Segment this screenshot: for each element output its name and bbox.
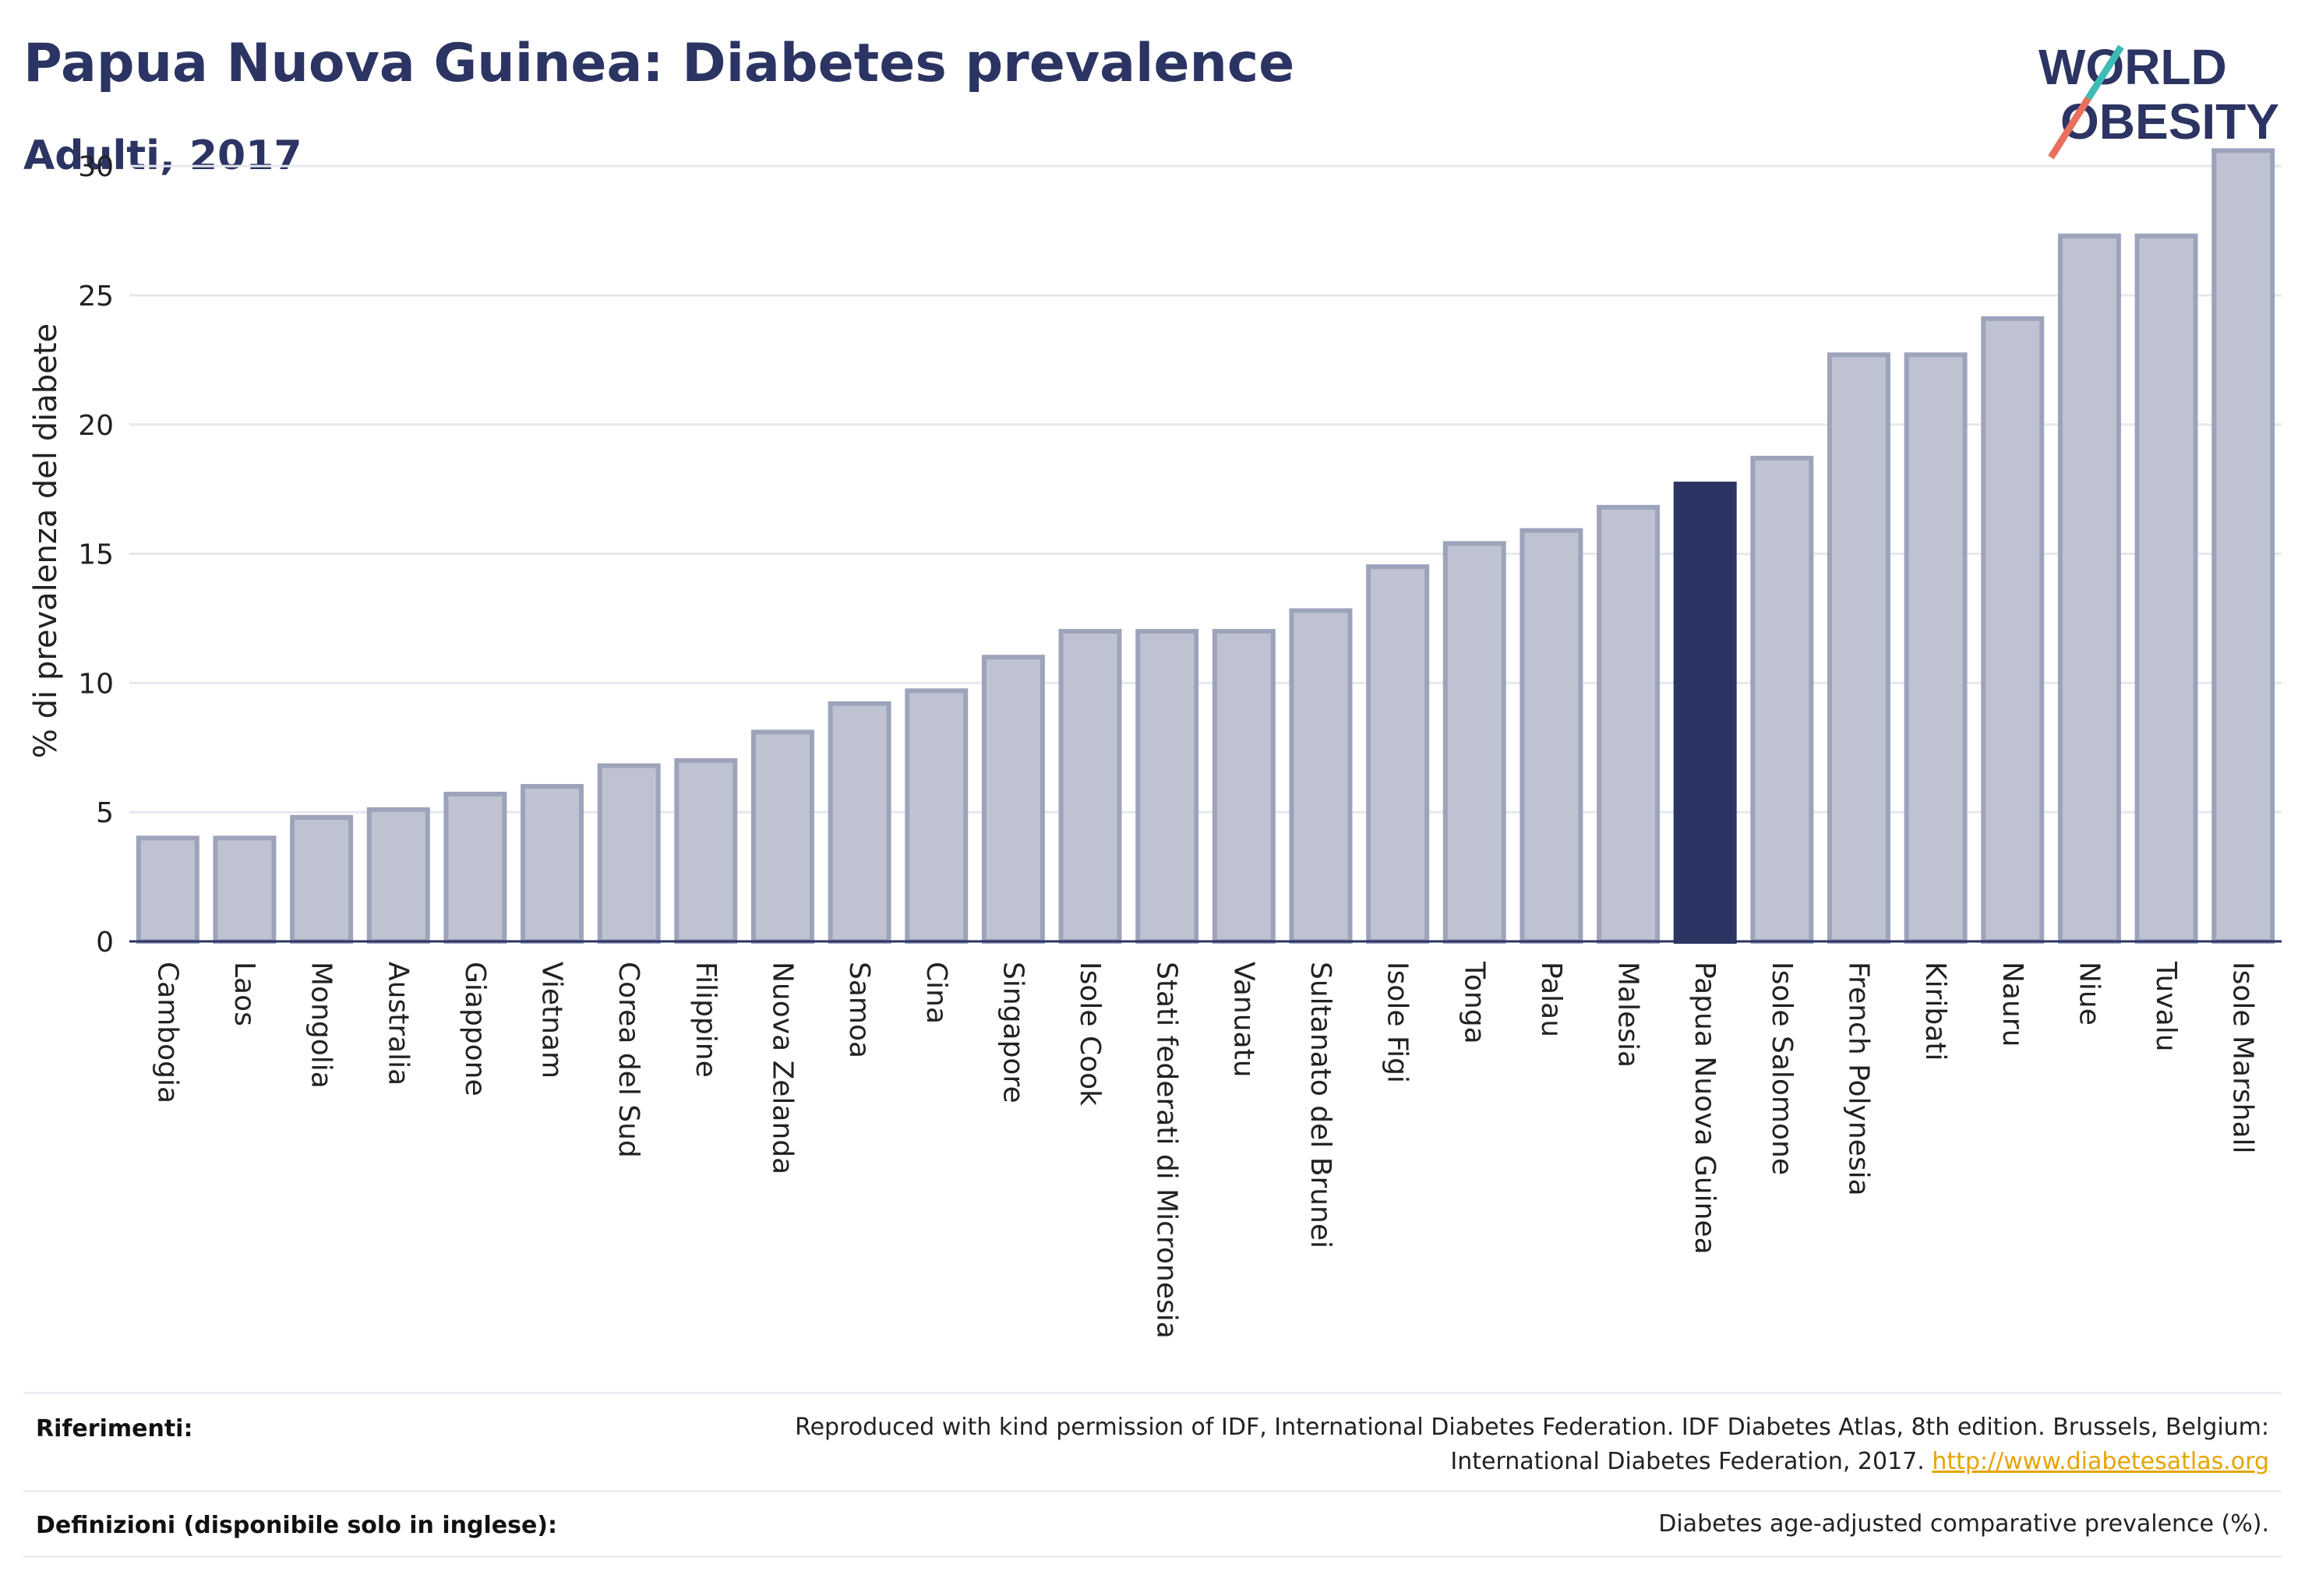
bar-singapore — [981, 655, 1045, 945]
bar-tonga — [1442, 541, 1506, 944]
y-tick-label: 15 — [78, 539, 114, 571]
x-tick-label: Stati federati di Micronesia — [1151, 962, 1183, 1339]
bar-cambogia — [136, 835, 199, 945]
definitions-text: Diabetes age-adjusted comparative preval… — [1658, 1510, 2269, 1538]
chart-subtitle: Adulti, 2017 — [23, 132, 302, 179]
y-tick-label: 20 — [78, 410, 114, 442]
bar-palau — [1520, 528, 1583, 944]
references-line1: Reproduced with kind permission of IDF, … — [795, 1414, 2269, 1441]
references-line2-wrap: International Diabetes Federation, 2017.… — [795, 1445, 2269, 1479]
x-tick-label: Corea del Sud — [612, 962, 644, 1158]
x-tick-label: Kiribati — [1919, 962, 1951, 1061]
y-tick-label: 5 — [96, 797, 114, 829]
logo-line2: OBESITY — [2060, 94, 2279, 150]
bar-australia — [366, 807, 430, 945]
bar-corea-del-sud — [597, 763, 661, 945]
bar-isole-salomone — [1750, 455, 1814, 944]
bar-kiribati — [1904, 352, 1968, 944]
references-line2: International Diabetes Federation, 2017. — [1450, 1448, 1925, 1475]
definitions-label: Definizioni (disponibile solo in inglese… — [36, 1512, 557, 1539]
bar-filippine — [674, 757, 738, 944]
x-tick-label: Nauru — [1996, 962, 2028, 1047]
y-tick-labels: 0 5 10 15 20 25 30 — [78, 151, 114, 959]
bar-vietnam — [521, 784, 584, 945]
bar-french-polynesia — [1827, 352, 1890, 944]
chart-title: Papua Nuova Guinea: Diabetes prevalence — [23, 33, 1295, 94]
world-obesity-logo: WORLD OBESITY — [2034, 23, 2291, 164]
bar-niue — [2057, 233, 2121, 944]
bar-isole-cook — [1058, 629, 1122, 944]
bar-vanuatu — [1212, 629, 1276, 944]
x-tick-label: Filippine — [690, 962, 722, 1078]
bar-cina — [905, 688, 969, 945]
x-tick-label: Mongolia — [305, 962, 337, 1089]
logo-line1: WORLD — [2038, 39, 2227, 95]
x-tick-label: Palau — [1535, 962, 1567, 1037]
x-tick-label: Isole Marshall — [2227, 962, 2259, 1154]
bar-nauru — [1981, 316, 2045, 944]
bar-samoa — [828, 701, 891, 944]
x-tick-label: Laos — [228, 962, 260, 1026]
x-tick-label: Isole Cook — [1074, 962, 1106, 1106]
y-tick-label: 25 — [78, 281, 114, 312]
x-tick-label: Malesia — [1612, 962, 1644, 1068]
x-tick-label: Giappone — [459, 962, 491, 1096]
x-tick-label: Vietnam — [536, 962, 568, 1079]
bar-giappone — [443, 791, 507, 944]
x-tick-label: Cina — [920, 962, 952, 1024]
x-tick-label: Nuova Zelanda — [766, 962, 798, 1174]
x-tick-label: Niue — [2073, 962, 2105, 1026]
references-text: Reproduced with kind permission of IDF, … — [795, 1411, 2269, 1479]
x-tick-label: Singapore — [997, 962, 1029, 1103]
logo-slash-teal — [2085, 44, 2124, 101]
x-tick-label: Isole Salomone — [1766, 962, 1798, 1175]
footer-divider-middle — [23, 1490, 2282, 1492]
bar-sultanato-del-brunei — [1289, 608, 1353, 944]
x-tick-label: Cambogia — [151, 962, 183, 1103]
bar-stati-federati-di-micronesia — [1135, 629, 1199, 944]
x-tick-label: French Polynesia — [1842, 962, 1874, 1196]
bar-chart: 0 5 10 15 20 25 30 Cambogia Laos Mongolia Austral… — [28, 148, 2282, 1339]
y-tick-label: 30 — [78, 151, 114, 183]
bar-papua-nuova-guinea — [1673, 482, 1737, 944]
x-tick-label: Vanuatu — [1227, 962, 1259, 1078]
bar-laos — [213, 835, 277, 945]
references-label: Riferimenti: — [36, 1415, 193, 1442]
bar-malesia — [1597, 504, 1661, 944]
bar-tuvalu — [2134, 233, 2198, 944]
logo-slash-red — [2048, 96, 2091, 160]
x-tick-label: Papua Nuova Guinea — [1689, 962, 1721, 1255]
references-link[interactable]: http://www.diabetesatlas.org — [1932, 1448, 2269, 1475]
footer-divider-bottom — [23, 1555, 2282, 1558]
y-axis-label: % di prevalenza del diabete — [28, 323, 64, 758]
x-tick-label: Tonga — [1458, 961, 1490, 1044]
x-tick-label: Australia — [382, 962, 414, 1086]
x-tick-labels: Cambogia Laos Mongolia Australia Giappone Vie… — [151, 961, 2258, 1339]
bars — [136, 148, 2275, 945]
bar-mongolia — [290, 814, 354, 944]
x-tick-label: Sultanato del Brunei — [1304, 962, 1336, 1248]
footer-divider-top — [23, 1392, 2282, 1394]
bar-isole-marshall — [2211, 148, 2275, 944]
x-tick-label: Tuvalu — [2150, 961, 2182, 1052]
bar-isole-figi — [1366, 564, 1430, 945]
x-tick-label: Isole Figi — [1382, 962, 1414, 1083]
y-tick-label: 10 — [78, 668, 114, 700]
y-tick-label: 0 — [96, 927, 114, 959]
bar-nuova-zelanda — [750, 729, 814, 944]
x-tick-label: Samoa — [843, 962, 875, 1058]
